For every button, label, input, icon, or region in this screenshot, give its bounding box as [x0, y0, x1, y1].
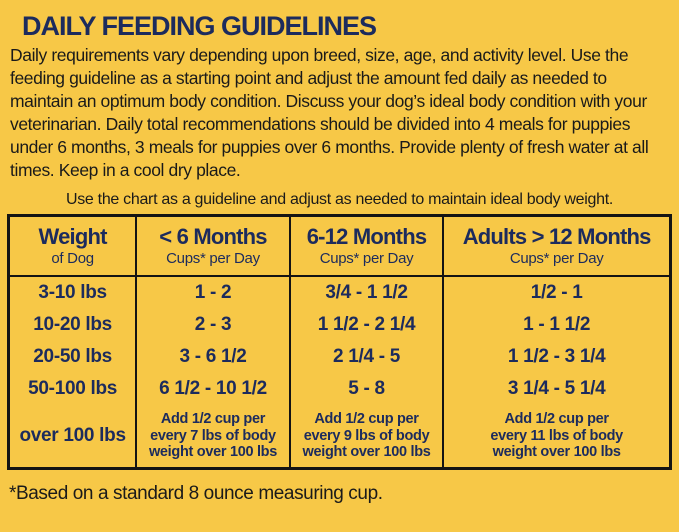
column-header-main: Weight	[38, 224, 108, 249]
chart-usage-note: Use the chart as a guideline and adjust …	[65, 191, 614, 208]
column-header-main: 6-12 Months	[306, 224, 427, 249]
column-header-sub: Cups* per Day	[509, 250, 604, 267]
weight-label: over 100 lbs	[19, 425, 126, 446]
cups-value: 1 - 1 1/2	[523, 314, 591, 335]
column-header-main: < 6 Months	[159, 224, 267, 249]
column-header-under-6-months: < 6 Months Cups* per Day	[135, 217, 289, 277]
column-header-main: Adults > 12 Months	[462, 224, 652, 249]
intro-paragraph: Daily requirements vary depending upon b…	[10, 45, 649, 180]
note-line: weight over 100 lbs	[302, 444, 431, 461]
over-100-lbs-note: Add 1/2 cup per every 7 lbs of body weig…	[137, 405, 289, 467]
note-line: Add 1/2 cup per	[504, 411, 610, 428]
column-header-sub: of Dog	[51, 250, 94, 267]
weight-label: 50-100 lbs	[28, 378, 118, 399]
column-header-sub: Cups* per Day	[319, 250, 414, 267]
note-line: Add 1/2 cup per	[160, 411, 266, 428]
cups-value: 1 1/2 - 2 1/4	[317, 314, 416, 335]
column-header-weight: Weight of Dog	[10, 217, 136, 277]
cups-value: 5 - 8	[348, 378, 385, 399]
column-header-sub: Cups* per Day	[166, 250, 260, 267]
column-header-adults: Adults > 12 Months Cups* per Day	[442, 217, 669, 277]
cups-value: 2 1/4 - 5	[333, 346, 401, 367]
cups-value: 3 1/4 - 5 1/4	[507, 378, 606, 399]
over-100-lbs-note: Add 1/2 cup per every 9 lbs of body weig…	[291, 405, 443, 467]
cups-value: 1 - 2	[194, 282, 232, 303]
note-line: every 9 lbs of body	[303, 427, 430, 444]
6-12-months-column: 3/4 - 1 1/2 1 1/2 - 2 1/4 2 1/4 - 5 5 - …	[288, 277, 443, 467]
weight-label: 10-20 lbs	[33, 314, 112, 335]
cups-value: 3 - 6 1/2	[179, 346, 247, 367]
over-100-lbs-note: Add 1/2 cup per every 11 lbs of body wei…	[444, 405, 669, 467]
under-6-months-column: 1 - 2 2 - 3 3 - 6 1/2 6 1/2 - 10 1/2 Add…	[135, 277, 289, 467]
note-line: weight over 100 lbs	[492, 444, 621, 461]
feeding-table: Weight of Dog < 6 Months Cups* per Day 6…	[7, 214, 672, 470]
footnote: *Based on a standard 8 ounce measuring c…	[9, 483, 383, 504]
page-title: DAILY FEEDING GUIDELINES	[22, 11, 377, 41]
note-line: every 7 lbs of body	[150, 427, 276, 444]
cups-value: 1/2 - 1	[530, 282, 583, 303]
cups-value: 6 1/2 - 10 1/2	[159, 378, 267, 399]
column-header-6-12-months: 6-12 Months Cups* per Day	[288, 217, 443, 277]
cups-value: 2 - 3	[194, 314, 232, 335]
weight-column: 3-10 lbs 10-20 lbs 20-50 lbs 50-100 lbs …	[10, 277, 135, 467]
note-line: weight over 100 lbs	[148, 444, 278, 461]
note-line: every 11 lbs of body	[490, 427, 623, 444]
note-line: Add 1/2 cup per	[314, 411, 419, 428]
adults-column: 1/2 - 1 1 - 1 1/2 1 1/2 - 3 1/4 3 1/4 - …	[442, 277, 669, 467]
weight-label: 3-10 lbs	[38, 282, 107, 303]
cups-value: 3/4 - 1 1/2	[325, 282, 408, 303]
cups-value: 1 1/2 - 3 1/4	[507, 346, 606, 367]
weight-label-over-100: over 100 lbs	[10, 405, 135, 467]
weight-label: 20-50 lbs	[33, 346, 112, 367]
